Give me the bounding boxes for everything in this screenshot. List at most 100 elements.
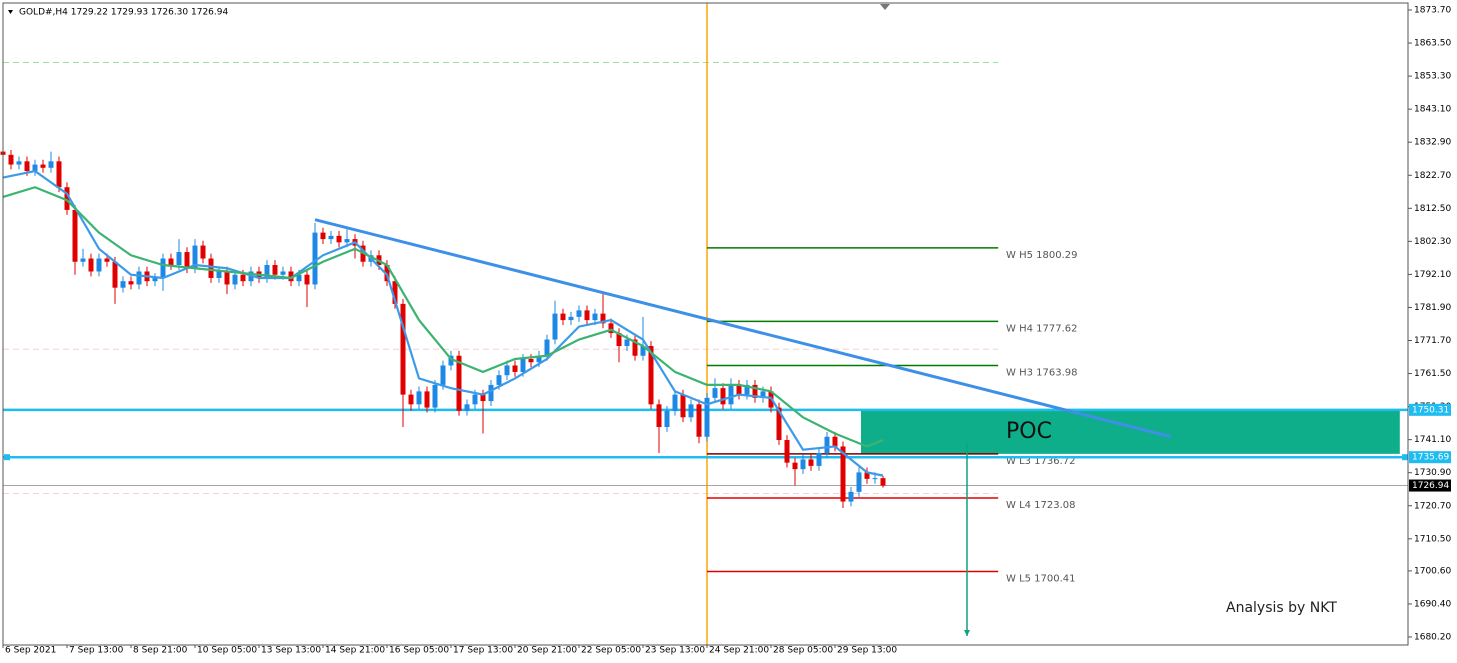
candle-body <box>728 384 734 405</box>
price-tag <box>1409 403 1451 416</box>
candle-body <box>624 339 630 347</box>
y-tick-label: 1863.50 <box>1414 39 1451 49</box>
y-tick-label: 1720.70 <box>1414 501 1451 511</box>
candle-body <box>16 161 22 165</box>
candle-body <box>680 394 686 418</box>
y-tick-label: 1700.60 <box>1414 566 1451 576</box>
candle-body <box>192 245 198 269</box>
candle-body <box>496 375 502 385</box>
candle-body <box>400 303 406 395</box>
candle-body <box>776 407 782 440</box>
candle-body <box>304 274 310 285</box>
candle-body <box>784 439 790 463</box>
y-tick-label: 1730.90 <box>1414 468 1451 478</box>
moving-average <box>2 169 884 477</box>
candle-body <box>632 339 638 356</box>
y-tick-label: 1873.70 <box>1414 5 1451 15</box>
candle-body <box>288 271 294 282</box>
candle-body <box>552 313 558 340</box>
candle-body <box>280 271 286 275</box>
x-tick-label: 6 Sep 2021 <box>5 646 56 656</box>
candle-body <box>272 265 278 275</box>
candle-body <box>512 365 518 372</box>
candle-body <box>688 404 694 418</box>
candle-body <box>856 472 862 492</box>
poc-zone <box>861 409 1400 454</box>
candle-body <box>880 478 886 486</box>
y-tick-label: 1680.20 <box>1414 632 1451 642</box>
candle-body <box>656 404 662 428</box>
pivot-label: W L3 1736.72 <box>1006 456 1076 467</box>
trendline <box>314 218 1172 439</box>
candle-body <box>168 258 174 266</box>
candle-body <box>592 313 598 321</box>
candle-body <box>296 274 302 282</box>
candle-body <box>328 235 334 240</box>
candle-body <box>480 394 486 402</box>
anchor <box>1402 454 1408 461</box>
candle-body <box>448 355 454 366</box>
candle-body <box>344 239 350 243</box>
candle-body <box>664 410 670 428</box>
candle-body <box>800 459 806 470</box>
candle-body <box>608 323 614 334</box>
candle-body <box>832 436 838 447</box>
candle-body <box>752 384 758 398</box>
y-tick-label: 1853.30 <box>1414 72 1451 82</box>
y-tick-label: 1812.50 <box>1414 204 1451 214</box>
candle-body <box>64 187 70 210</box>
candle-body <box>240 274 246 282</box>
candle-body <box>736 384 742 395</box>
candle-body <box>520 358 526 372</box>
candle-body <box>544 339 550 356</box>
candle-body <box>576 310 582 317</box>
menu-arrow <box>8 10 13 14</box>
shift-marker <box>880 4 890 10</box>
y-tick-label: 1822.70 <box>1414 171 1451 181</box>
candle-body <box>816 452 822 466</box>
price-tag-label: 1735.69 <box>1412 453 1449 463</box>
y-tick-label: 1792.10 <box>1414 270 1451 280</box>
y-tick-label: 1802.30 <box>1414 237 1451 247</box>
candle-body <box>824 436 830 453</box>
x-tick-label: 22 Sep 05:00 <box>581 646 641 656</box>
candle-body <box>88 258 94 272</box>
candle-body <box>128 281 134 285</box>
candle-body <box>24 161 30 172</box>
candle-body <box>808 459 814 466</box>
candle-body <box>640 346 646 356</box>
x-tick-label: 23 Sep 13:00 <box>645 646 705 656</box>
candle-body <box>672 394 678 411</box>
y-tick-label: 1741.10 <box>1414 435 1451 445</box>
y-tick-label: 1690.40 <box>1414 599 1451 609</box>
candle-body <box>792 462 798 470</box>
candle-body <box>56 161 62 188</box>
candle-body <box>216 271 222 278</box>
x-tick-label: 8 Sep 21:00 <box>133 646 188 656</box>
candle-body <box>456 355 462 411</box>
plot-border <box>2 2 1409 646</box>
candle-body <box>120 281 126 288</box>
x-tick-label: 14 Sep 21:00 <box>325 646 385 656</box>
candle-body <box>48 161 54 168</box>
candle-body <box>584 310 590 321</box>
candle-body <box>848 491 854 502</box>
poc-label: POC <box>1006 419 1052 444</box>
pivot-label: W H3 1763.98 <box>1006 368 1077 379</box>
candle-body <box>744 384 750 395</box>
x-tick-label: 24 Sep 21:00 <box>709 646 769 656</box>
chart-title: GOLD#,H4 1729.22 1729.93 1726.30 1726.94 <box>19 8 228 18</box>
candle-body <box>184 252 190 269</box>
candle-body <box>464 404 470 411</box>
x-tick-label: 16 Sep 05:00 <box>389 646 449 656</box>
annotation: Analysis by NKT <box>1226 600 1337 616</box>
pivot-label: W L5 1700.41 <box>1006 574 1076 585</box>
y-tick-label: 1710.50 <box>1414 534 1451 544</box>
candle-body <box>408 394 414 405</box>
candle-body <box>392 281 398 304</box>
candle-body <box>600 313 606 324</box>
candle-body <box>568 316 574 321</box>
x-tick-label: 10 Sep 05:00 <box>197 646 257 656</box>
candle-body <box>704 397 710 437</box>
